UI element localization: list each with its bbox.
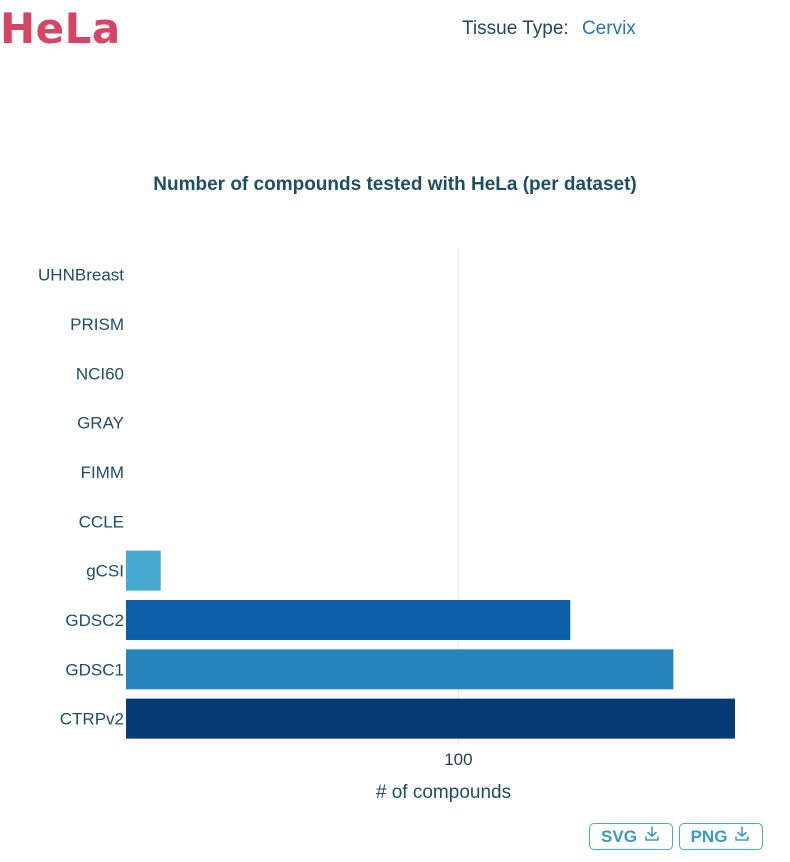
bar-ctrpv2[interactable] <box>126 698 735 739</box>
y-tick-label: NCI60 <box>76 364 124 383</box>
x-axis-title: # of compounds <box>376 782 511 803</box>
tissue-type: Tissue Type: Cervix <box>462 18 636 40</box>
cell-line-title: HeLa <box>0 4 121 53</box>
x-tick-label: 100 <box>444 750 472 769</box>
tissue-type-label: Tissue Type: <box>462 18 569 39</box>
bar-chart: 100 UHNBreast PRISM NCI60 GRAY FIMM CCLE gCSI GD… <box>38 250 735 803</box>
tissue-type-link[interactable]: Cervix <box>581 18 636 39</box>
download-icon <box>733 825 751 848</box>
y-tick-label: GDSC2 <box>65 611 124 630</box>
y-tick-label: CCLE <box>79 512 124 531</box>
y-tick-label: UHNBreast <box>38 266 124 285</box>
y-tick-label: GDSC1 <box>65 660 124 679</box>
download-png-button[interactable]: PNG <box>679 823 763 850</box>
y-tick-label: PRISM <box>70 315 124 334</box>
download-icon <box>643 825 661 848</box>
download-png-label: PNG <box>690 826 728 846</box>
download-svg-label: SVG <box>601 826 637 846</box>
y-tick-label: gCSI <box>86 562 124 581</box>
y-tick-label: CTRPv2 <box>60 710 124 729</box>
y-tick-label: GRAY <box>77 414 124 433</box>
chart-title: Number of compounds tested with HeLa (pe… <box>153 174 637 195</box>
bar-gdsc1[interactable] <box>126 649 674 690</box>
download-svg-button[interactable]: SVG <box>589 823 673 850</box>
bar-gdsc2[interactable] <box>126 599 571 640</box>
bar-gcsi[interactable] <box>126 550 161 591</box>
y-tick-label: FIMM <box>81 463 124 482</box>
